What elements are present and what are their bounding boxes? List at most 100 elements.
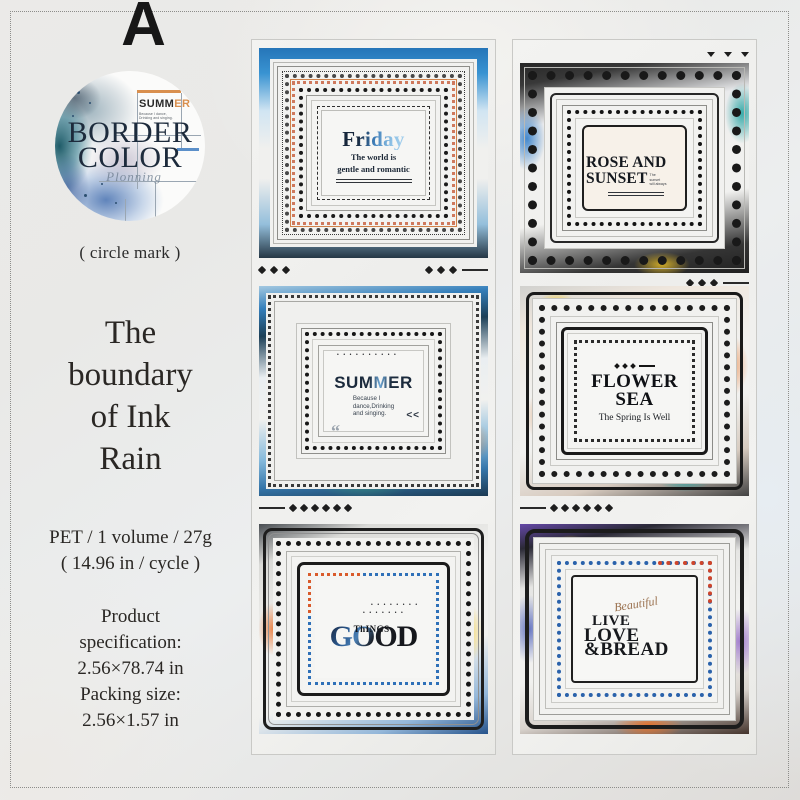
sticker-slot: LIVE LOVE &BREAD Beautiful [520, 524, 749, 734]
diamond-icon [549, 503, 559, 513]
row-separator [520, 502, 749, 514]
logo-badge-sub: Because I dance, Drinking and singing. [139, 112, 173, 121]
sticker-overlay-word: ThINGS [353, 624, 390, 634]
sticker-friday[interactable]: Friday The world is gentle and romantic [259, 48, 488, 258]
triangle-icon [724, 51, 732, 57]
sticker-line-1: LIVE [592, 612, 631, 629]
sticker-sheet-right: ROSE AND SUNSET The sunset will always [512, 39, 757, 755]
sticker-slot: FLOWER SEA The Spring Is Well [520, 286, 749, 514]
diamond-icon [593, 503, 603, 513]
sticker-good-text: GOOD ThINGS [323, 620, 424, 654]
sticker-title-line-1: ROSE AND [586, 153, 667, 171]
diamond-icon [343, 503, 353, 513]
sticker-subtitle: Because I dance,Drinking and singing. [352, 395, 395, 418]
diamond-icon [332, 503, 342, 513]
spec-line: specification: [79, 632, 182, 653]
sticker-live-love-bread[interactable]: LIVE LOVE &BREAD Beautiful [520, 524, 749, 734]
dash-rule [520, 507, 546, 509]
sticker-title-line-2: SEA [615, 389, 654, 410]
triangle-icon [741, 51, 749, 57]
diamond-icon [582, 503, 592, 513]
diamond-icon [281, 265, 291, 275]
diamond-icon [288, 503, 298, 513]
sticker-line-2: LOVE [584, 624, 640, 646]
sticker-live-text: LIVE LOVE &BREAD Beautiful [584, 594, 685, 670]
spec-line: 2.56×78.74 in [77, 658, 184, 679]
logo-guide-lines [55, 71, 205, 221]
diamond-icon [299, 503, 309, 513]
sticker-title: GOOD [329, 620, 419, 653]
decor-dot-row: • • • • • • • [363, 610, 405, 616]
spec-line: PET / 1 volume / 27g [49, 527, 212, 548]
spec-line: 2.56×1.57 in [82, 710, 179, 731]
sticker-rose-text: ROSE AND SUNSET The sunset will always [586, 143, 683, 207]
sticker-side-note: The sunset will always [649, 173, 667, 187]
sticker-title-line-2: SUNSET [586, 169, 648, 187]
sticker-subtitle-2: gentle and romantic [337, 164, 410, 174]
logo-brand-line-2: COLOR [77, 141, 183, 174]
diamond-icon [621, 363, 628, 369]
spec-line: Packing size: [80, 684, 181, 705]
diamond-icon [310, 503, 320, 513]
diamond-icon [257, 265, 267, 275]
diamond-icon [448, 265, 458, 275]
row-separator [520, 48, 749, 60]
diamond-icon [560, 503, 570, 513]
decor-rule [335, 182, 412, 183]
sticker-summer-text: SUMMER Because I dance,Drinking and sing… [325, 360, 422, 432]
row-separator [520, 277, 749, 289]
decor-dot-row: • • • • • • • • [371, 602, 419, 608]
sticker-slot: • • • • • • • • • • • • • • • GOOD ThING… [259, 524, 488, 734]
row-separator [259, 502, 488, 514]
spec-line: ( 14.96 in / cycle ) [60, 553, 201, 574]
diamond-icon [269, 265, 279, 275]
decor-dot-row: • • • • • • • • • • [337, 352, 398, 358]
sticker-flower-text: FLOWER SEA The Spring Is Well [584, 356, 685, 432]
sticker-title-line-1: FLOWER [591, 371, 678, 392]
ink-wash [55, 71, 205, 221]
logo-script-word: Plonning [106, 169, 162, 184]
sticker-title: Friday [342, 127, 405, 151]
decor-rule [608, 194, 664, 196]
diamond-icon [613, 363, 620, 369]
sticker-subtitle-1: The world is [350, 152, 397, 162]
spec-line: Product [100, 606, 161, 627]
row-separator [257, 264, 488, 276]
diamond-icon [629, 363, 636, 369]
logo-brand-line-1: BORDER [67, 116, 193, 149]
diamond-icon [424, 265, 434, 275]
sticker-slot: Friday The world is gentle and romantic [257, 48, 488, 276]
sticker-friday-text: Friday The world is gentle and romantic [321, 116, 426, 196]
diamond-icon [571, 503, 581, 513]
logo-badge-word: SUMMER [139, 98, 191, 110]
sticker-flower-sea[interactable]: FLOWER SEA The Spring Is Well [520, 286, 749, 496]
sticker-summer[interactable]: • • • • • • • • • • SUMMER Because I dan… [259, 286, 488, 496]
page-title: The boundary of Ink Rain [68, 315, 193, 477]
dash-rule [638, 365, 655, 367]
decor-rule [608, 191, 664, 193]
diamond-icon [436, 265, 446, 275]
sticker-title: SUMMER [334, 373, 413, 393]
diamond-icon [321, 503, 331, 513]
diamond-icon [604, 503, 614, 513]
sticker-slot: ROSE AND SUNSET The sunset will always [520, 48, 749, 289]
circle-mark-logo: SUMMER Because I dance, Drinking and sin… [55, 71, 205, 221]
sticker-line-3: &BREAD [584, 638, 669, 660]
sticker-slot: • • • • • • • • • • SUMMER Because I dan… [259, 286, 488, 514]
triangle-icon [707, 51, 715, 57]
spec-volume: PET / 1 volume / 27g ( 14.96 in / cycle … [14, 525, 247, 577]
sticker-quote-mark: “ [331, 421, 340, 441]
sticker-subtitle: The Spring Is Well [598, 413, 671, 423]
dash-rule [259, 507, 285, 509]
sticker-good[interactable]: • • • • • • • • • • • • • • • GOOD ThING… [259, 524, 488, 734]
sticker-rose-and-sunset[interactable]: ROSE AND SUNSET The sunset will always [520, 63, 749, 273]
dash-rule [723, 282, 749, 284]
circle-mark-caption: ( circle mark ) [79, 243, 181, 262]
sticker-chevron: << [406, 410, 420, 421]
decor-rule [335, 179, 412, 180]
spec-dimensions: Product specification: 2.56×78.74 in Pac… [14, 604, 247, 734]
dash-rule [462, 269, 488, 271]
sticker-sheet-left: Friday The world is gentle and romantic [251, 39, 496, 755]
variant-letter: A [121, 0, 166, 59]
